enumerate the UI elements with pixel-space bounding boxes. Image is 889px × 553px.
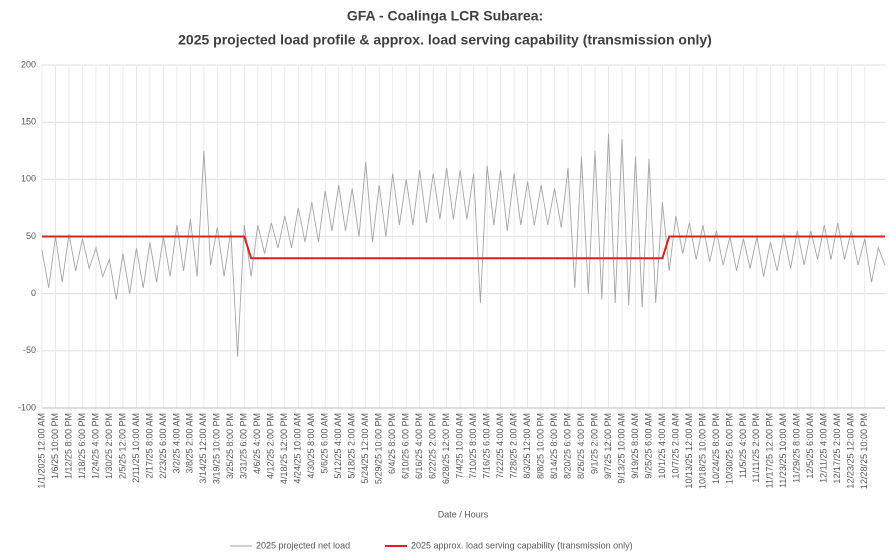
y-tick-label: -100 [18,402,36,412]
x-tick-label: 8/14/25 8:00 PM [549,413,559,479]
y-tick-label: 200 [21,59,36,69]
x-tick-label: 4/24/25 10:00 AM [293,413,303,484]
x-tick-label: 3/25/25 8:00 PM [225,413,235,479]
x-tick-label: 5/29/25 10:00 PM [374,413,384,484]
x-tick-label: 10/13/25 12:00 AM [684,413,694,489]
x-tick-label: 9/1/25 2:00 PM [589,413,599,474]
x-tick-label: 5/12/25 4:00 AM [333,413,343,479]
x-tick-label: 1/30/25 2:00 PM [104,413,114,479]
x-tick-label: 4/6/25 4:00 PM [252,413,262,474]
y-tick-label: 150 [21,117,36,127]
x-tick-label: 12/28/25 10:00 PM [859,413,869,489]
x-tick-label: 3/8/25 2:00 AM [185,413,195,474]
x-tick-label: 8/26/25 4:00 PM [576,413,586,479]
x-tick-label: 12/11/25 4:00 AM [819,413,829,483]
x-tick-label: 11/5/25 4:00 PM [738,413,748,478]
x-tick-label: 8/3/25 12:00 AM [522,413,532,479]
x-tick-label: 6/10/25 6:00 PM [401,413,411,479]
x-tick-label: 6/4/25 8:00 PM [387,413,397,474]
x-tick-label: 1/12/25 8:00 PM [63,413,73,479]
legend-label: 2025 projected net load [256,540,350,550]
x-tick-label: 10/30/25 6:00 PM [724,413,734,484]
x-tick-label: 11/17/25 12:00 PM [765,413,775,488]
x-tick-label: 8/8/25 10:00 PM [535,413,545,479]
x-tick-label: 1/6/25 10:00 PM [50,413,60,479]
x-tick-label: 11/11/25 2:00 PM [751,413,761,483]
x-tick-label: 2/5/25 12:00 PM [117,413,127,479]
x-tick-label: 7/28/25 2:00 AM [508,413,518,479]
x-tick-label: 9/25/25 6:00 AM [643,413,653,479]
x-tick-label: 4/12/25 2:00 PM [266,413,276,479]
x-tick-label: 3/14/25 12:00 AM [198,413,208,484]
x-tick-label: 4/30/25 8:00 AM [306,413,316,479]
x-tick-label: 1/24/25 4:00 PM [90,413,100,479]
y-tick-label: 0 [31,288,36,298]
x-tick-label: 12/5/25 6:00 AM [805,413,815,479]
x-tick-label: 3/19/25 10:00 PM [212,413,222,484]
x-tick-label: 6/16/25 4:00 PM [414,413,424,479]
x-tick-label: 12/23/25 12:00 AM [846,413,856,489]
x-tick-label: 3/2/25 4:00 AM [171,413,181,474]
x-tick-label: 9/7/25 12:00 PM [603,413,613,479]
series-line [41,133,886,357]
x-tick-label: 7/4/25 10:00 AM [455,413,465,479]
x-tick-label: 12/17/25 2:00 AM [832,413,842,484]
x-tick-label: 11/23/25 10:00 AM [778,413,788,488]
x-tick-label: 6/28/25 12:00 PM [441,413,451,484]
chart-title: GFA - Coalinga LCR Subarea: [347,8,543,24]
x-tick-label: 2/17/25 8:00 AM [144,413,154,479]
x-tick-label: 9/13/25 10:00 AM [616,413,626,484]
x-tick-label: 1/18/25 6:00 PM [77,413,87,479]
x-tick-label: 10/18/25 10:00 PM [697,413,707,489]
x-axis-label: Date / Hours [438,509,489,519]
x-tick-label: 8/20/25 6:00 PM [562,413,572,479]
x-tick-label: 5/24/25 12:00 AM [360,413,370,484]
x-tick-label: 7/10/25 8:00 AM [468,413,478,479]
x-tick-label: 10/24/25 8:00 PM [711,413,721,484]
x-tick-label: 2/11/25 10:00 AM [131,413,141,483]
x-tick-label: 1/1/2025 12:00 AM [36,413,46,489]
x-tick-label: 2/23/25 6:00 AM [158,413,168,479]
series-line [42,235,885,260]
y-tick-label: -50 [23,345,36,355]
legend-label: 2025 approx. load serving capability (tr… [411,540,633,550]
x-tick-label: 9/19/25 8:00 AM [630,413,640,479]
y-tick-label: 100 [21,174,36,184]
x-tick-label: 11/29/25 8:00 AM [792,413,802,483]
x-tick-label: 7/22/25 4:00 AM [495,413,505,479]
x-tick-label: 10/7/25 2:00 AM [670,413,680,479]
chart-subtitle: 2025 projected load profile & approx. lo… [178,32,712,48]
x-tick-label: 6/22/25 2:00 PM [428,413,438,479]
y-tick-label: 50 [26,231,36,241]
x-tick-label: 7/16/25 6:00 AM [481,413,491,479]
x-tick-label: 5/6/25 6:00 AM [320,413,330,474]
x-tick-label: 5/18/25 2:00 AM [347,413,357,479]
x-tick-label: 3/31/25 6:00 PM [239,413,249,479]
x-tick-label: 10/1/25 4:00 AM [657,413,667,479]
x-tick-label: 4/18/25 12:00 PM [279,413,289,484]
